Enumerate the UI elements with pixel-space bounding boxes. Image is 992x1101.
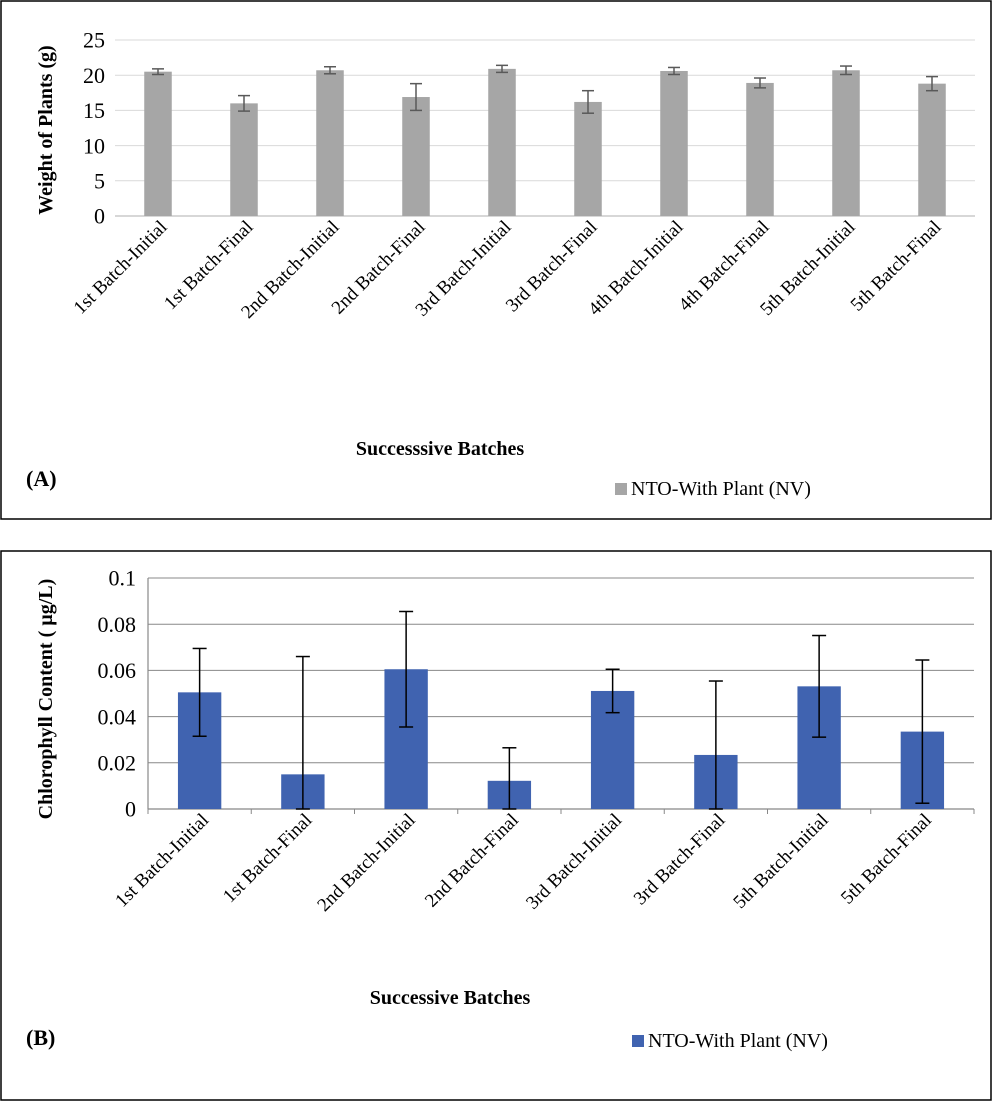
x-tick-label: 5th Batch-Final <box>837 810 936 909</box>
x-tick-label: 2nd Batch-Initial <box>313 810 419 916</box>
panel-label: (A) <box>26 466 57 491</box>
bar <box>918 83 946 216</box>
x-tick-label: 1st Batch-Initial <box>70 217 172 319</box>
chart-frame <box>0 550 992 1101</box>
x-tick-label: 1st Batch-Final <box>160 217 257 314</box>
bar <box>660 70 688 216</box>
chart-b-svg: 0 0.02 0.04 0.06 0.08 0.1 1st Batch-Initial 1st… <box>0 550 992 1101</box>
y-axis-title: Weight of Plants (g) <box>35 45 57 214</box>
x-tick-label: 4th Batch-Final <box>675 217 774 316</box>
y-tick-label: 0.04 <box>98 704 137 729</box>
y-tick-label: 0 <box>125 797 136 822</box>
y-axis-title: Chlorophyll Content ( µg/L) <box>35 579 57 820</box>
y-tick-label: 10 <box>83 133 105 158</box>
chart-frame <box>0 0 992 520</box>
x-tick-label: 1st Batch-Initial <box>111 810 213 912</box>
y-tick-label: 25 <box>83 28 105 53</box>
y-tick-label: 15 <box>83 98 105 123</box>
y-tick-label: 20 <box>83 63 105 88</box>
y-tick-label: 5 <box>94 169 105 194</box>
x-tick-label: 5th Batch-Initial <box>729 810 832 913</box>
x-tick-label: 3rd Batch-Final <box>630 810 730 910</box>
bar <box>832 70 860 216</box>
bar <box>488 68 516 216</box>
x-tick-label: 3rd Batch-Final <box>502 217 602 317</box>
x-tick-label: 5th Batch-Final <box>847 217 946 316</box>
y-tick-label: 0.08 <box>98 612 137 637</box>
y-tick-label: 0.06 <box>98 658 137 683</box>
panel-label: (B) <box>26 1025 55 1050</box>
x-tick-label: 3rd Batch-Initial <box>522 810 626 914</box>
y-tick-label: 0 <box>94 204 105 229</box>
legend-swatch <box>632 1035 644 1047</box>
chart-panel-a: 0 5 10 15 20 25 1st Batch-Initial 1st Batch-Fin… <box>0 0 992 520</box>
chart-panel-b: 0 0.02 0.04 0.06 0.08 0.1 1st Batch-Initial 1st… <box>0 550 992 1101</box>
bar <box>574 101 602 216</box>
bar <box>316 70 344 216</box>
bar <box>402 97 430 216</box>
bar <box>144 71 172 217</box>
x-axis-title: Successsive Batches <box>356 438 525 460</box>
x-tick-label: 1st Batch-Final <box>219 810 316 907</box>
x-axis-title: Successive Batches <box>370 987 531 1009</box>
x-tick-label: 2nd Batch-Final <box>421 810 523 912</box>
y-tick-label: 0.02 <box>98 751 137 776</box>
bar <box>230 103 258 216</box>
y-tick-label: 0.1 <box>109 566 137 591</box>
legend-swatch <box>615 483 627 495</box>
bar <box>746 82 774 216</box>
legend-label: NTO-With Plant (NV) <box>648 1030 828 1052</box>
legend-label: NTO-With Plant (NV) <box>631 478 811 500</box>
